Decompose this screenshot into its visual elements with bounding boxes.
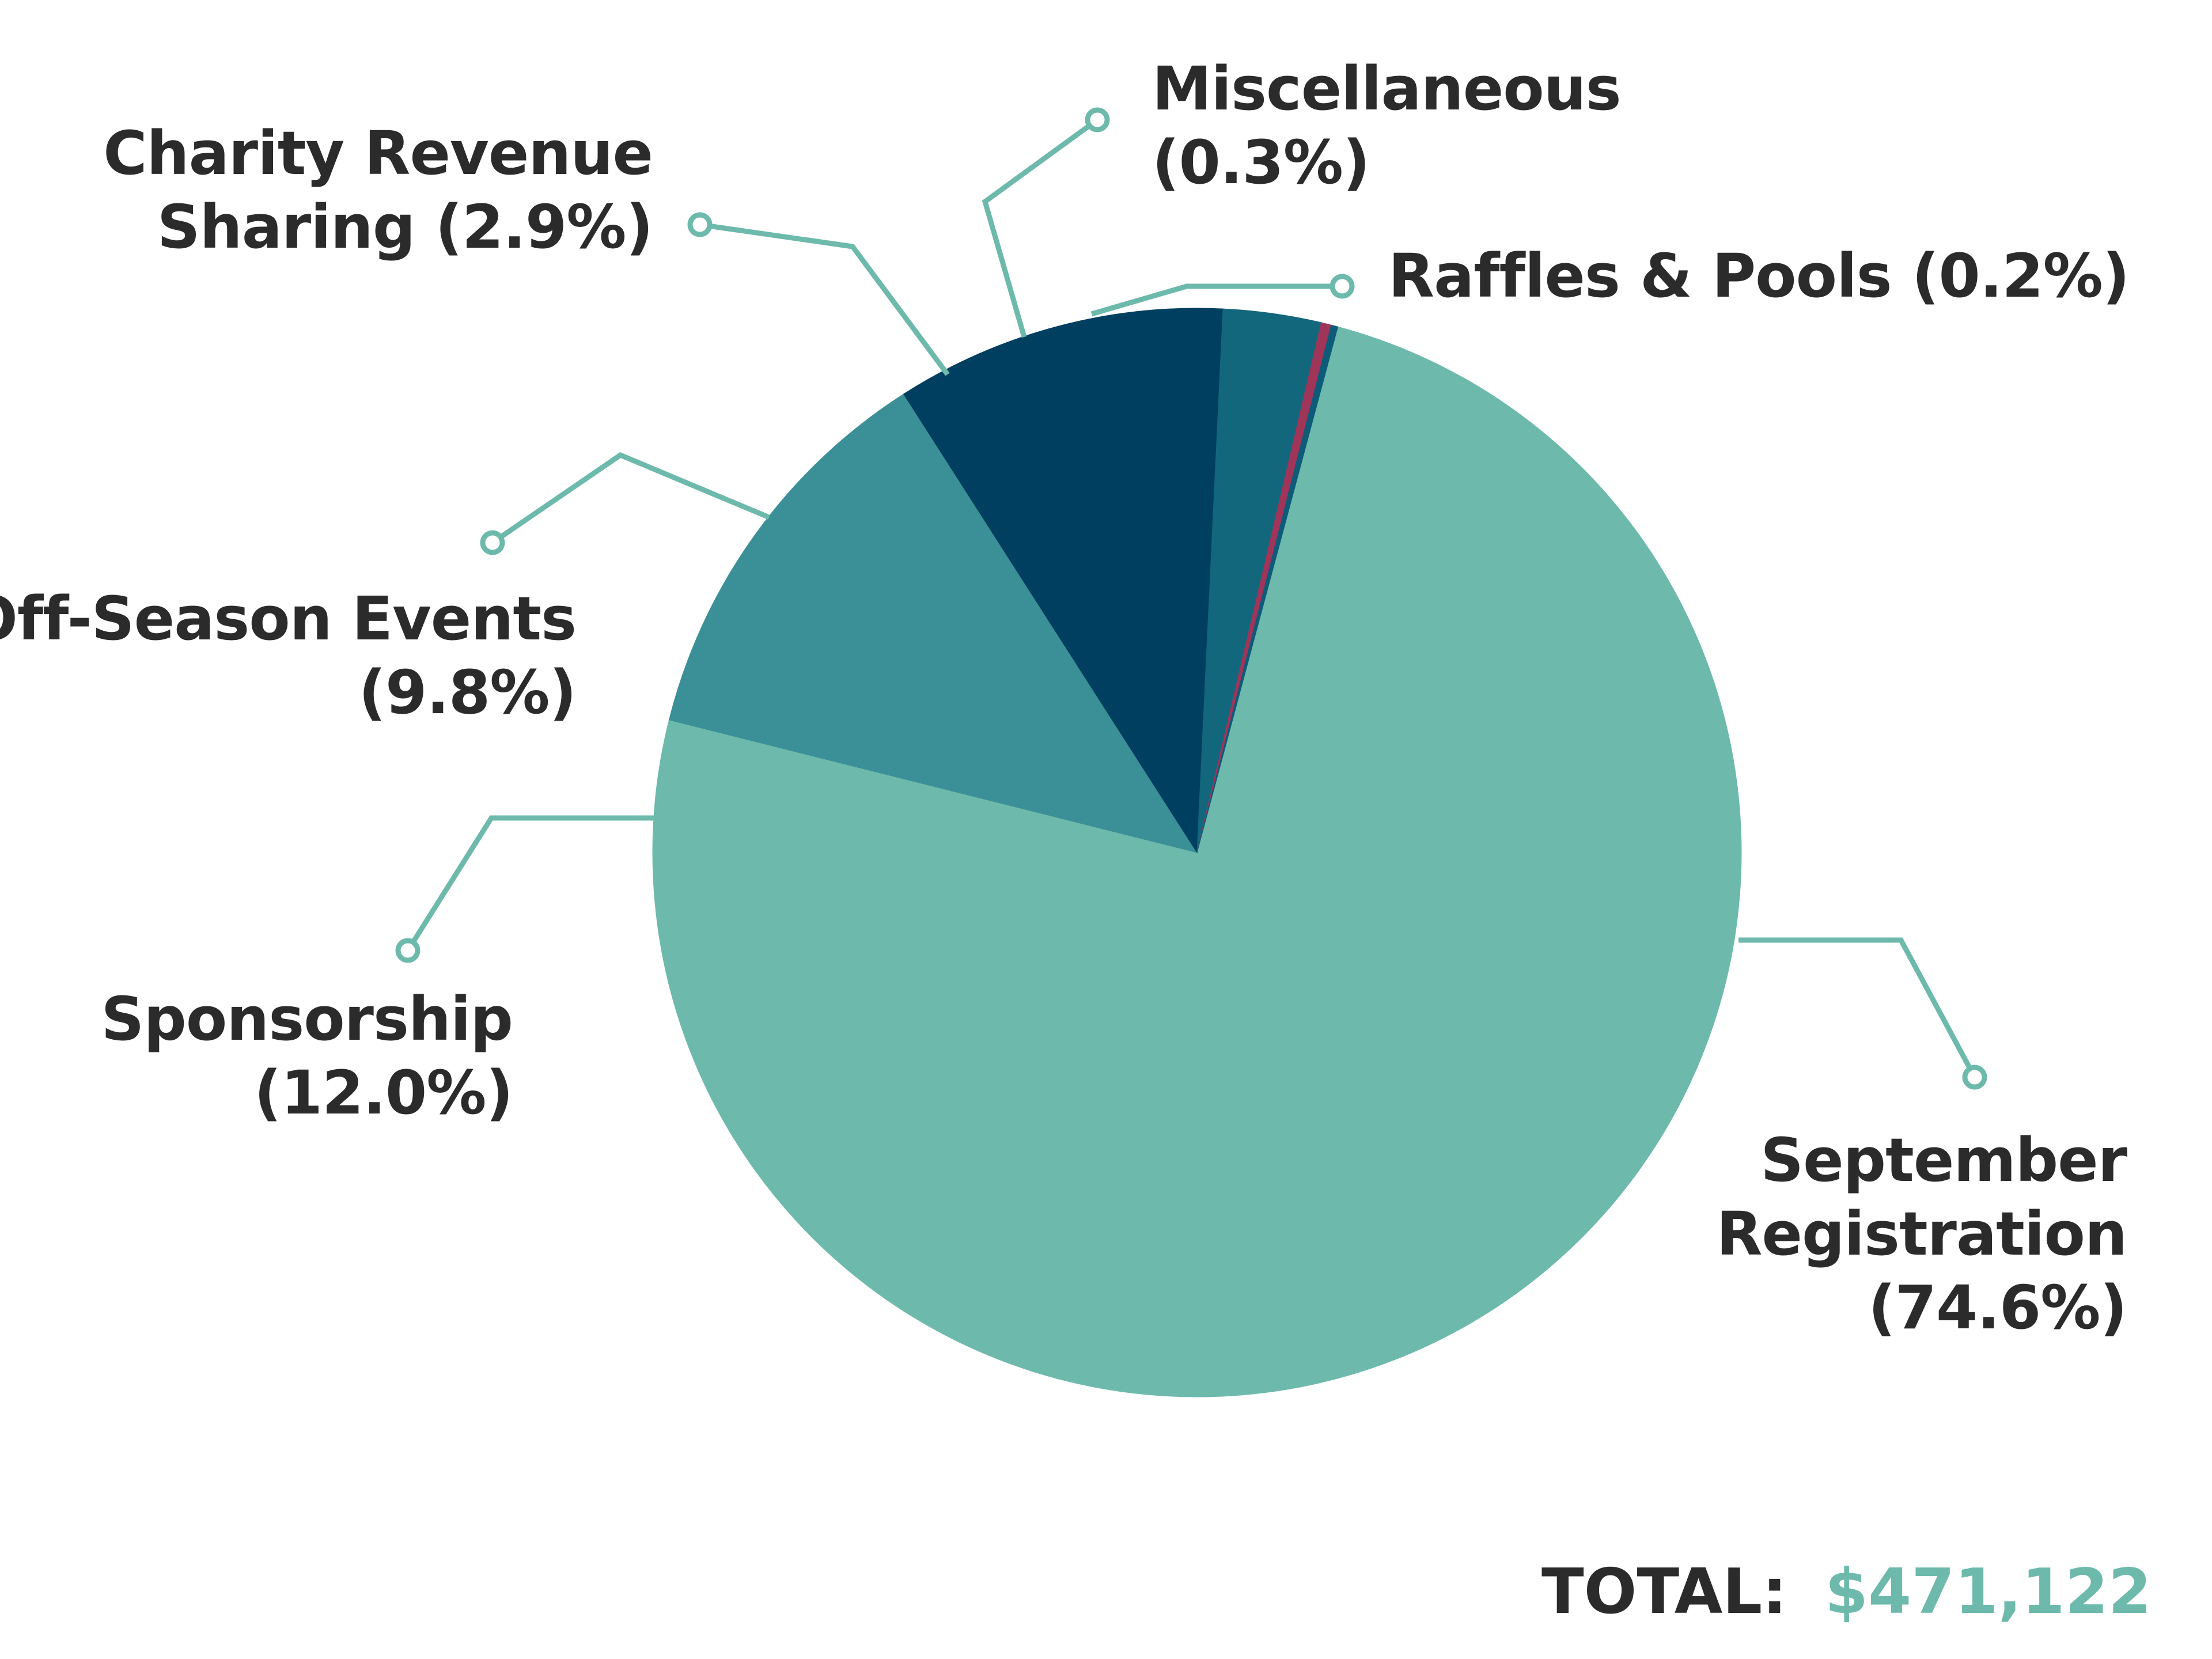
slice-labels: September Registration (74.6%)Sponsorship(… [0,54,2130,1343]
pie-slice-sponsorship [668,393,1198,853]
slice-label-line: (9.8%) [359,657,577,728]
slice-label-miscellaneous: Miscellaneous (0.3%) [1152,54,1621,198]
slice-label-line: (74.6%) [1868,1272,2127,1343]
leader-line-off-season-events [491,452,770,545]
slice-label-line: Off-Season Events [0,584,576,654]
pie-slice-raffles-pools [1196,324,1339,853]
slice-label-line: Sharing (2.9%) [157,192,653,262]
slice-label-line: Charity Revenue [103,118,653,188]
leader-dot-sponsorship [395,938,421,963]
slice-label-line: Miscellaneous [1152,54,1621,124]
total-text: TOTAL: $471,122 [1541,1556,2152,1628]
slice-label-line: Sponsorship [101,984,513,1054]
slice-label-raffles-pools: Raffles & Pools (0.2%) [1388,241,2129,311]
slice-label-line: September [1760,1125,2127,1195]
slice-label-line: Registration [1716,1199,2127,1269]
total-label: TOTAL: [1541,1556,1787,1628]
leader-dot-raffles-pools [1330,274,1355,299]
leader-lines [395,107,1987,1090]
leader-dot-miscellaneous [1085,107,1110,132]
slice-label-sponsorship: Sponsorship (12.0%) [101,984,513,1128]
leader-line-miscellaneous [982,118,1099,338]
slice-label-off-season-events: Off-Season Events (9.8%) [0,584,576,728]
slice-label-line: Raffles & Pools (0.2%) [1388,241,2129,311]
leader-line-september-registration [1738,937,1977,1079]
leader-line-sponsorship [406,815,656,952]
leader-line-raffles-pools [1090,283,1342,317]
slice-label-line: (0.3%) [1152,127,1370,198]
slice-label-september-registration: September Registration (74.6%) [1716,1125,2127,1343]
pie-slice-september-registration [652,326,1742,1397]
slice-label-line: (12.0%) [254,1058,513,1128]
leader-line-charity-revenue-sharing [699,222,950,376]
leader-dot-september-registration [1962,1065,1987,1090]
pie-slice-off-season-events [903,308,1224,854]
leader-dot-charity-revenue-sharing [687,212,713,237]
leader-dot-off-season-events [480,530,505,555]
pie-slices [652,308,1742,1397]
slice-label-charity-revenue-sharing: Charity Revenue Sharing (2.9%) [103,118,653,262]
total-value: $471,122 [1825,1556,2152,1628]
